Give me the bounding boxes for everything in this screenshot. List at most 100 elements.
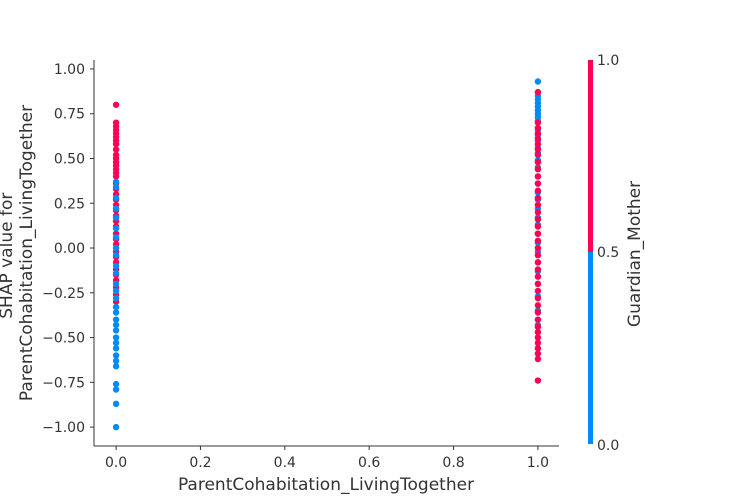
data-point bbox=[112, 251, 120, 259]
data-point bbox=[112, 194, 120, 202]
x-axis-ticks: 0.0 0.2 0.4 0.6 0.8 1.0 bbox=[105, 446, 549, 471]
data-point bbox=[112, 183, 120, 191]
data-point bbox=[112, 234, 120, 241]
y-tick-label: −0.50 bbox=[42, 331, 85, 347]
data-point bbox=[534, 377, 542, 384]
data-point bbox=[534, 194, 542, 202]
data-point bbox=[112, 205, 120, 212]
data-point bbox=[112, 357, 120, 365]
data-point bbox=[112, 146, 120, 153]
y-tick-label: −0.75 bbox=[42, 375, 85, 391]
data-point bbox=[112, 173, 120, 180]
x-tick-label: 0.2 bbox=[189, 455, 211, 471]
data-point bbox=[534, 345, 542, 352]
data-point bbox=[112, 303, 120, 311]
y-axis-label-line-2: ParentCohabitation_LivingTogether bbox=[17, 105, 37, 401]
y-axis-label: SHAP value for ParentCohabitation_Living… bbox=[0, 105, 37, 401]
data-point bbox=[112, 334, 120, 341]
data-point bbox=[112, 244, 120, 252]
x-tick-label: 1.0 bbox=[527, 455, 549, 471]
data-point bbox=[534, 135, 542, 142]
y-tick-label: 0.00 bbox=[54, 241, 85, 257]
data-point bbox=[534, 280, 542, 288]
colorbar-label: Guardian_Mother bbox=[625, 181, 645, 327]
data-point bbox=[112, 386, 120, 393]
x-tick-label: 0.4 bbox=[274, 455, 296, 471]
data-point bbox=[534, 237, 542, 245]
data-point bbox=[534, 287, 542, 295]
data-point bbox=[112, 327, 120, 334]
scatter-points bbox=[112, 78, 542, 431]
data-point bbox=[534, 323, 542, 331]
data-point bbox=[112, 140, 120, 148]
data-point bbox=[112, 423, 120, 431]
data-point bbox=[534, 166, 542, 173]
data-point bbox=[534, 216, 542, 223]
data-point bbox=[534, 294, 542, 302]
data-point bbox=[534, 173, 542, 180]
data-point bbox=[534, 266, 542, 273]
data-point bbox=[534, 230, 542, 237]
data-point bbox=[112, 101, 120, 108]
colorbar bbox=[588, 60, 593, 444]
data-point bbox=[534, 158, 542, 166]
data-point bbox=[112, 178, 120, 185]
y-tick-label: 0.25 bbox=[54, 196, 85, 212]
data-point bbox=[534, 251, 542, 259]
data-point bbox=[112, 269, 120, 277]
data-point bbox=[112, 225, 120, 232]
x-axis-label: ParentCohabitation_LivingTogether bbox=[178, 475, 474, 495]
y-tick-label: 0.50 bbox=[54, 151, 85, 167]
colorbar-tick-high: 1.0 bbox=[597, 53, 619, 69]
data-point bbox=[534, 309, 542, 316]
x-tick-label: 0.8 bbox=[442, 455, 464, 471]
data-point bbox=[112, 380, 120, 388]
data-point bbox=[534, 180, 542, 187]
data-point bbox=[112, 287, 120, 295]
data-point bbox=[534, 223, 542, 230]
x-tick-label: 0.0 bbox=[105, 455, 127, 471]
colorbar-tick-mid: 0.5 bbox=[597, 245, 619, 261]
data-point bbox=[112, 339, 120, 347]
data-point bbox=[534, 328, 542, 336]
y-axis-label-line-1: SHAP value for bbox=[0, 193, 17, 319]
data-point bbox=[112, 309, 120, 316]
y-tick-label: −0.25 bbox=[42, 286, 85, 302]
data-point bbox=[534, 89, 542, 96]
data-point bbox=[534, 119, 542, 126]
data-point bbox=[112, 214, 120, 221]
data-point bbox=[534, 273, 542, 280]
data-point bbox=[112, 316, 120, 323]
data-point bbox=[534, 124, 542, 132]
data-point bbox=[112, 321, 120, 329]
data-point bbox=[534, 78, 542, 85]
data-point bbox=[534, 151, 542, 159]
data-point bbox=[112, 400, 120, 408]
data-point bbox=[534, 316, 542, 323]
y-tick-label: 0.75 bbox=[54, 107, 85, 123]
data-point bbox=[534, 350, 542, 357]
data-point bbox=[112, 363, 120, 370]
data-point bbox=[534, 201, 542, 209]
data-point bbox=[534, 140, 542, 148]
x-tick-label: 0.6 bbox=[358, 455, 380, 471]
data-point bbox=[112, 352, 120, 359]
data-point bbox=[534, 259, 542, 266]
colorbar-tick-low: 0.0 bbox=[597, 438, 619, 454]
y-tick-label: 1.00 bbox=[54, 62, 85, 78]
data-point bbox=[534, 187, 542, 194]
data-point bbox=[534, 339, 542, 347]
data-point bbox=[534, 244, 542, 252]
y-tick-label: −1.00 bbox=[42, 420, 85, 436]
data-point bbox=[534, 130, 542, 137]
data-point bbox=[534, 355, 542, 363]
data-point bbox=[534, 302, 542, 309]
data-point bbox=[534, 146, 542, 153]
data-point bbox=[534, 209, 542, 216]
data-point bbox=[112, 280, 120, 288]
data-point bbox=[112, 262, 120, 270]
data-point bbox=[534, 334, 542, 341]
data-point bbox=[112, 294, 120, 302]
data-point bbox=[112, 345, 120, 352]
